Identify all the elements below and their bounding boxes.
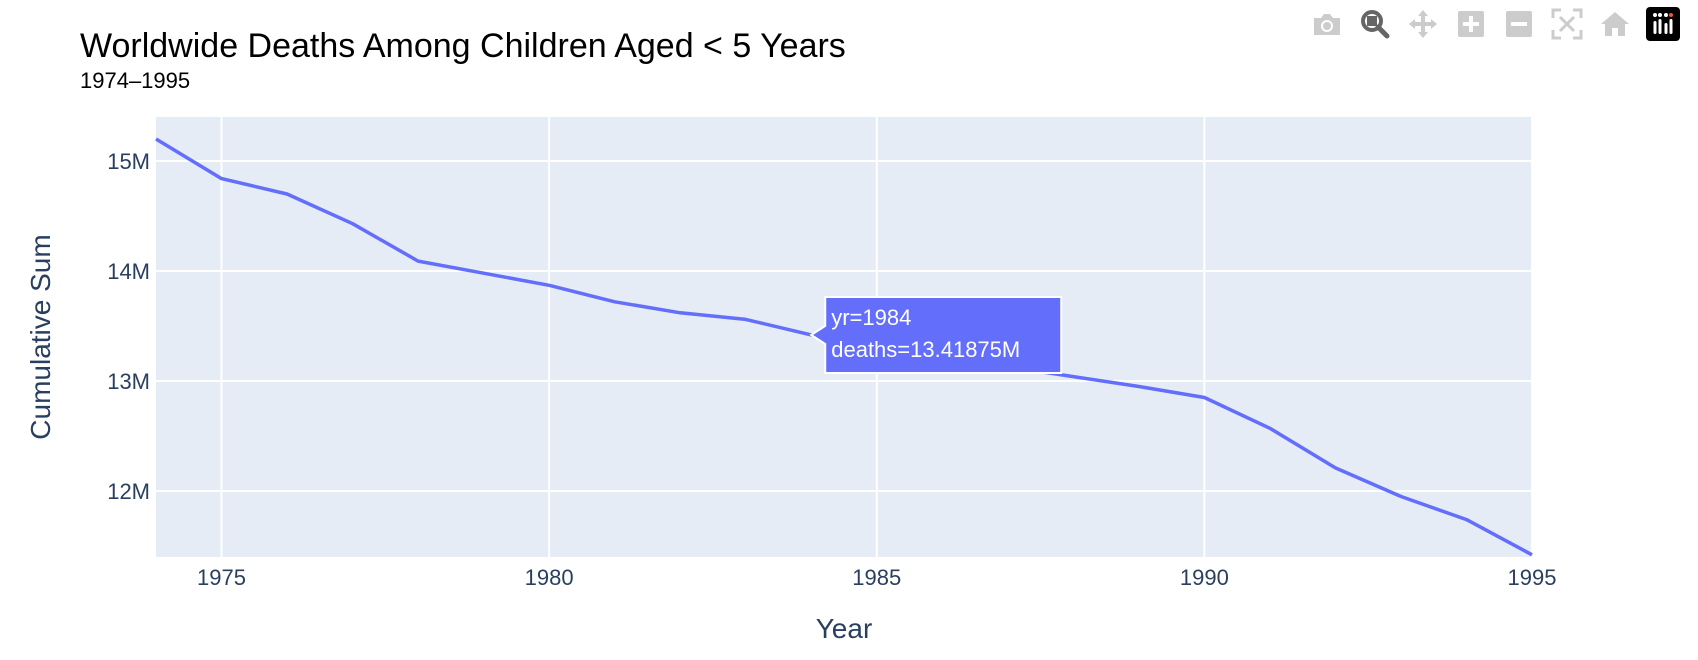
y-axis-title: Cumulative Sum xyxy=(25,234,56,439)
axis-ticks: 1975 1980 1985 1990 1995 12M 13M 14M 15M xyxy=(107,149,1556,590)
x-tick-label: 1990 xyxy=(1180,565,1229,590)
chart-subtitle: 1974–1995 xyxy=(80,68,190,93)
modebar xyxy=(1310,7,1680,41)
x-tick-label: 1975 xyxy=(197,565,246,590)
hover-tooltip: yr=1984 deaths=13.41875M xyxy=(809,295,1063,374)
y-tick-label: 15M xyxy=(107,149,150,174)
camera-icon[interactable] xyxy=(1310,8,1344,40)
zoom-icon[interactable] xyxy=(1358,8,1392,40)
chart-title: Worldwide Deaths Among Children Aged < 5… xyxy=(80,27,846,65)
y-tick-label: 12M xyxy=(107,479,150,504)
x-tick-label: 1995 xyxy=(1508,565,1557,590)
hover-label: yr=1984 xyxy=(831,305,911,330)
autoscale-icon[interactable] xyxy=(1550,8,1584,40)
x-tick-label: 1980 xyxy=(525,565,574,590)
hover-box xyxy=(809,295,1063,374)
y-tick-label: 13M xyxy=(107,369,150,394)
pan-icon[interactable] xyxy=(1406,8,1440,40)
zoom-in-icon[interactable] xyxy=(1454,8,1488,40)
y-tick-label: 14M xyxy=(107,259,150,284)
x-axis-title: Year xyxy=(816,613,873,644)
x-tick-label: 1985 xyxy=(852,565,901,590)
plotly-logo-icon[interactable] xyxy=(1646,7,1680,41)
hover-label: deaths=13.41875M xyxy=(831,337,1020,362)
home-icon[interactable] xyxy=(1598,8,1632,40)
zoom-out-icon[interactable] xyxy=(1502,8,1536,40)
